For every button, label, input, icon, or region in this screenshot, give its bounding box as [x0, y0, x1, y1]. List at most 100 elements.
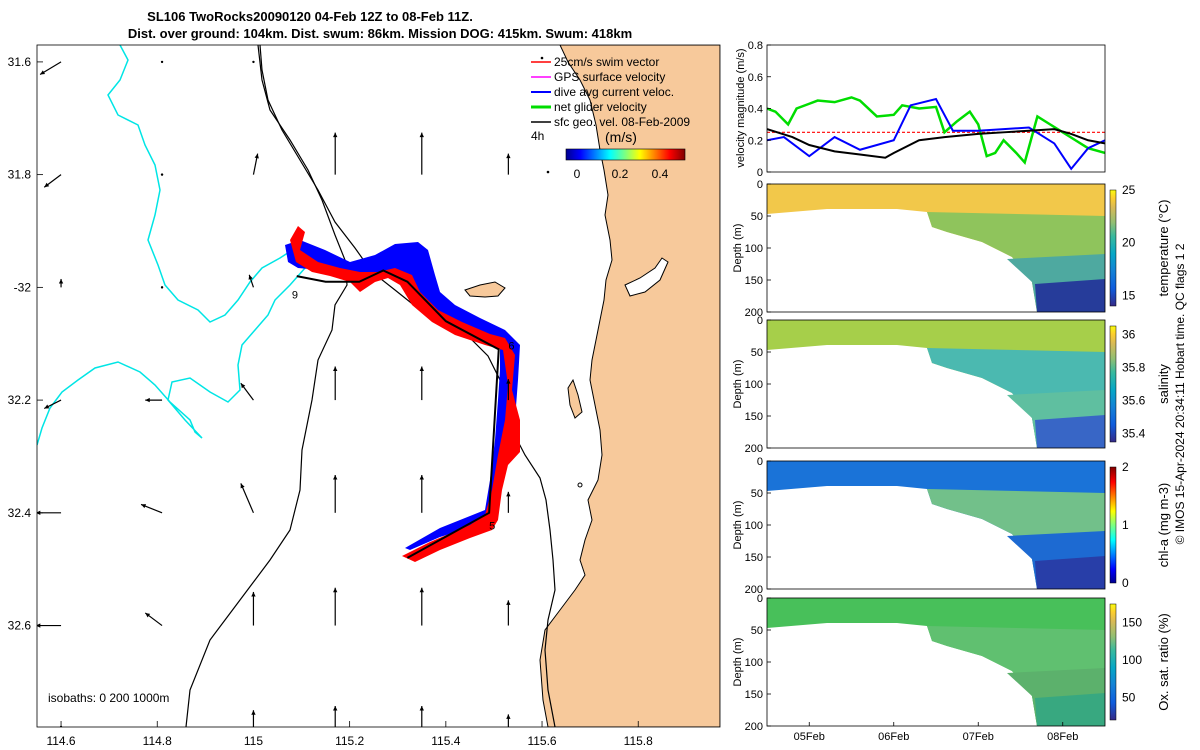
geo-vector-10 [160, 286, 164, 289]
title-line-1: SL106 TwoRocks20090120 04-Feb 12Z to 08-… [147, 9, 473, 24]
section-colorbar [1109, 466, 1117, 584]
dive-velocity-band [285, 240, 520, 550]
geo-vector-head [145, 397, 150, 403]
geo-vector-20 [240, 483, 254, 514]
section-colorbar-tick: 0 [1122, 576, 1129, 590]
geo-vector-15 [333, 366, 338, 401]
map-x-tick-label: 115.6 [527, 734, 556, 748]
map-x-axis: 114.6 114.8 115 115.2 115.4 115.6 115.8 [46, 721, 653, 748]
geo-vector-26 [251, 591, 256, 626]
geo-vector-16 [419, 366, 424, 401]
geo-vector-head [44, 404, 50, 409]
geo-vector-21 [333, 475, 338, 513]
map-panel: 9 6 5 114.6 114.8 115 115.2 115.4 115.6 115.8 31… [8, 44, 721, 748]
island-small [567, 378, 583, 419]
section-panel-1: 0 50 100 150 200 Depth (m) 35.4 35.6 35.8 36 salin… [732, 315, 1171, 455]
legend-swim: 25cm/s swim vector [554, 55, 659, 69]
section-colorbar-tick: 15 [1122, 288, 1136, 302]
isobath-200 [185, 45, 348, 727]
geo-vector-28 [419, 587, 424, 626]
geo-vector-shaft [240, 483, 254, 514]
map-y-axis: 31.6 31.8 -32 32.2 32.4 32.6 [8, 55, 43, 633]
geo-vector-8 [506, 153, 511, 175]
map-y-tick-label: 32.2 [8, 393, 32, 407]
track-label-0: 9 [292, 290, 298, 302]
estuary [624, 257, 669, 297]
section-y-tick-label: 50 [751, 211, 763, 223]
section-panel-0: 0 50 100 150 200 Depth (m) 15 20 25 temperature (… [732, 179, 1171, 319]
section-colorbar-tick: 2 [1122, 460, 1129, 474]
geo-vector-head [333, 475, 338, 480]
geo-vector-22 [419, 475, 424, 513]
section-colorbar-label: chl-a (mg m-3) [1156, 483, 1171, 568]
track-label-1: 6 [508, 340, 514, 352]
section-colorbar [1109, 603, 1117, 721]
isobath-0 [37, 45, 317, 446]
section-y-tick-label: 150 [745, 689, 763, 701]
section-ylabel: Depth (m) [732, 360, 744, 409]
section-y-tick-label: 50 [751, 625, 763, 637]
geo-vector-0 [39, 61, 62, 76]
geo-vector-head [333, 132, 338, 138]
section-y-tick-label: 0 [757, 456, 763, 468]
section-ylabel: Depth (m) [732, 224, 744, 273]
map-x-tick-label: 114.6 [46, 734, 75, 748]
velocity-y-tick-label: 0.8 [748, 40, 763, 52]
section-colorbar-tick: 25 [1122, 183, 1136, 197]
section-panel-2: 0 50 100 150 200 Depth (m) 0 1 2 chl-a (mg m-3) [732, 456, 1171, 596]
velocity-y-tick-label: 0.4 [748, 104, 763, 116]
section-x-tick-label: 05Feb [794, 731, 825, 743]
section-ylabel: Depth (m) [732, 638, 744, 687]
island [464, 281, 506, 298]
track-label-2: 5 [489, 521, 495, 533]
geo-vector-head [240, 483, 245, 489]
section-colorbar-tick: 20 [1122, 236, 1136, 250]
colorbar-tick-1: 0.2 [612, 167, 629, 181]
section-fill-bottom [1035, 279, 1105, 312]
section-x-tick-label: 06Feb [878, 731, 909, 743]
geo-vector-dot [252, 60, 255, 64]
geo-vector-dot [160, 173, 164, 176]
map-y-tick-label: 32.4 [8, 506, 32, 520]
velocity-line-1 [767, 96, 1105, 166]
geo-vector-5 [252, 153, 259, 175]
section-ylabel: Depth (m) [732, 501, 744, 550]
section-y-tick-label: 0 [757, 315, 763, 327]
geo-vector-head [248, 274, 253, 280]
geo-vector-13 [145, 397, 163, 403]
section-y-tick-label: 200 [745, 307, 763, 319]
geo-vector-33 [419, 706, 424, 727]
speed-colorbar [565, 148, 686, 161]
coast-dot [540, 56, 544, 60]
colorbar-tick-0: 0 [574, 167, 581, 181]
section-y-tick-label: 100 [745, 520, 763, 532]
legend-gps: GPS surface velocity [554, 70, 665, 84]
geo-vector-dot [160, 286, 164, 289]
section-y-tick-label: 50 [751, 488, 763, 500]
geo-vector-14 [240, 382, 254, 401]
geo-vector-head [44, 182, 50, 188]
velocity-y-axis: 0 0.2 0.4 0.6 0.8 [748, 40, 771, 179]
section-panel-3: 0 50 100 150 200 Depth (m) 50 100 150 Ox. sat. ra… [732, 593, 1171, 743]
geo-vector-head [251, 710, 256, 715]
section-y-tick-label: 200 [745, 443, 763, 455]
velocity-line-3 [767, 128, 1105, 159]
section-y-tick-label: 150 [745, 552, 763, 564]
velocity-line-2 [767, 97, 1105, 171]
geo-vector-6 [333, 132, 338, 175]
geo-vector-head [145, 612, 151, 618]
map-y-tick-label: 31.6 [8, 55, 32, 69]
section-colorbar [1109, 189, 1117, 307]
section-fill-bottom [1035, 693, 1105, 726]
geo-vector-head [240, 383, 246, 389]
map-frame [36, 44, 721, 728]
geo-vector-12 [43, 399, 62, 410]
section-y-tick-label: 150 [745, 275, 763, 287]
legend: 25cm/s swim vector GPS surface velocity … [531, 55, 690, 181]
colorbar-tick-2: 0.4 [652, 167, 669, 181]
section-colorbar-tick: 1 [1122, 518, 1129, 532]
geo-vector-head [506, 379, 511, 384]
section-colorbar-tick: 35.6 [1122, 394, 1146, 408]
